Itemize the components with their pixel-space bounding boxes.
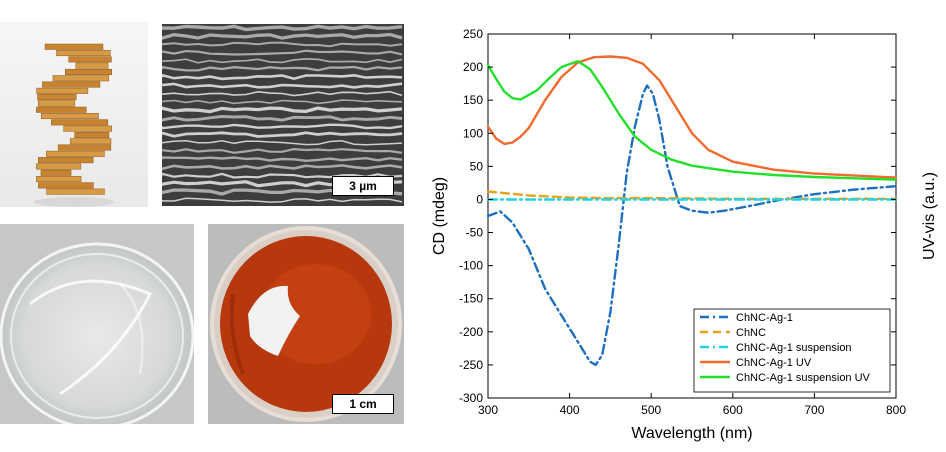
helix-bar	[36, 163, 82, 170]
y-tick-label: 150	[463, 93, 483, 107]
helix-bar	[63, 125, 113, 132]
film-dish-drawing	[208, 224, 404, 424]
x-tick-label: 700	[804, 403, 824, 417]
helix-bar	[37, 100, 76, 107]
legend-label: ChNC-Ag-1 UV	[736, 357, 812, 369]
legend-label: ChNC-Ag-1 suspension	[736, 342, 852, 354]
y-tick-label: -250	[459, 358, 483, 372]
helix-bar	[40, 113, 99, 120]
helix-bar	[46, 188, 105, 195]
sem-layer	[162, 197, 403, 203]
dish-scale-bar: 1 cm	[332, 394, 394, 414]
sem-layer	[162, 131, 403, 138]
sem-layer	[162, 24, 403, 32]
sem-layer	[162, 99, 403, 105]
sem-micrograph: 3 µm	[162, 24, 404, 206]
y-tick-label: -150	[459, 292, 483, 306]
helix-bar	[75, 62, 109, 69]
sem-layer	[162, 58, 403, 64]
clear-dish-drawing	[0, 224, 194, 424]
sem-layer	[162, 140, 403, 146]
y-tick-label: 50	[470, 159, 484, 173]
helix-bar	[56, 50, 111, 57]
sem-layer	[162, 73, 403, 81]
helix-bar	[46, 150, 105, 157]
sem-layer	[162, 172, 403, 179]
helix-model-drawing	[34, 43, 114, 207]
petri-dish-film-photo: 1 cm	[208, 224, 404, 424]
y-tick-label: -100	[459, 259, 483, 273]
helix-bar	[36, 87, 89, 94]
helix-bar	[36, 176, 82, 183]
y-axis-label: CD (mdeg)	[431, 177, 448, 255]
sem-layer	[162, 106, 403, 114]
helix-bar	[69, 138, 112, 145]
helix-bar	[38, 182, 94, 189]
legend-label: ChNC	[736, 327, 766, 339]
sem-layer	[162, 49, 403, 56]
sem-layer	[162, 90, 403, 97]
helix-bar	[42, 81, 101, 88]
helix-bar	[74, 131, 110, 138]
sem-layer	[162, 147, 403, 154]
helix-bar	[40, 169, 72, 176]
sem-layer	[162, 82, 403, 89]
x-tick-label: 600	[723, 403, 743, 417]
series-line-5	[486, 59, 898, 181]
x-axis-label: Wavelength (nm)	[631, 425, 752, 442]
helix-model-image	[0, 22, 148, 207]
legend: ChNC-Ag-1 ChNC ChNC-Ag-1 suspension ChNC-Ag…	[693, 308, 891, 393]
y-tick-label: 200	[463, 60, 483, 74]
x-tick-label: 300	[478, 403, 498, 417]
series-line-4	[486, 55, 898, 179]
helix-bar	[57, 144, 112, 151]
sem-layer	[162, 115, 403, 122]
sem-layer	[162, 32, 403, 40]
helix-bar	[38, 157, 94, 164]
y-axis-right-label: UV-vis (a.u.)	[921, 172, 938, 260]
helix-bar	[37, 94, 77, 101]
legend-label: ChNC-Ag-1 suspension UV	[736, 372, 871, 384]
sem-layer	[162, 41, 403, 48]
y-tick-label: 250	[463, 27, 483, 41]
legend-label: ChNC-Ag-1	[736, 312, 793, 324]
helix-bar	[65, 68, 113, 75]
x-tick-label: 800	[886, 403, 906, 417]
helix-bar	[68, 56, 112, 63]
series-line-1	[486, 84, 898, 367]
ticks-layer: 300 400 500 600 700 800-300-250-200-150-100-5…	[459, 27, 906, 417]
petri-dish-clear-photo	[0, 224, 194, 424]
helix-bar	[36, 106, 87, 113]
x-tick-label: 500	[641, 403, 661, 417]
sem-layer	[162, 164, 403, 171]
x-tick-label: 400	[560, 403, 580, 417]
chart-svg: 300 400 500 600 700 800-300-250-200-150-100-5…	[431, 27, 938, 442]
y-tick-label: 0	[476, 192, 483, 206]
y-tick-label: 100	[463, 126, 483, 140]
sem-layer	[162, 65, 403, 72]
sem-layer	[162, 156, 403, 163]
cd-uv-chart: 300 400 500 600 700 800 -300 -250 -200 -150 -100 -5…	[410, 0, 946, 447]
y-tick-label: -300	[459, 391, 483, 405]
y-tick-label: -50	[466, 226, 484, 240]
series-layer	[486, 55, 898, 367]
sem-scale-bar: 3 µm	[332, 176, 394, 196]
sem-layer	[162, 123, 403, 130]
helix-bar	[52, 75, 110, 82]
y-tick-label: -200	[459, 325, 483, 339]
helix-bar	[44, 43, 104, 50]
helix-bar	[51, 119, 109, 126]
